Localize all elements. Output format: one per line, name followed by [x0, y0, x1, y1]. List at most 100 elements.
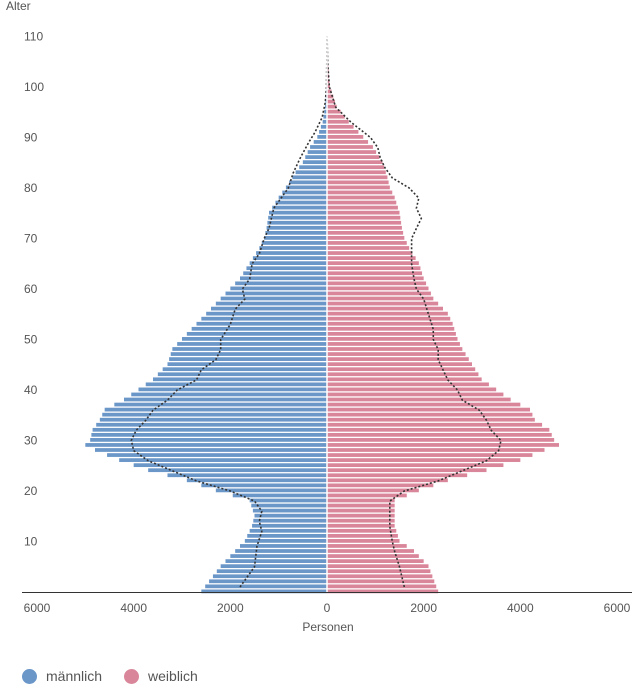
bar-male [268, 215, 327, 220]
bar-male [230, 286, 327, 291]
bar-male [266, 225, 327, 230]
bar-female [327, 200, 397, 205]
bar-male [295, 170, 327, 175]
bar-male [252, 508, 327, 513]
bar-female [327, 236, 405, 240]
bar-male [244, 539, 327, 543]
legend-item-female[interactable]: weiblich [124, 668, 198, 684]
bar-female [327, 498, 395, 503]
y-tick-label: 20 [24, 484, 38, 498]
bar-male [235, 281, 327, 286]
bar-female [327, 589, 439, 594]
bar-male [196, 321, 327, 326]
y-tick-labels: 10 20 30 40 50 60 70 80 90 100 110 [24, 30, 44, 549]
bar-male [282, 190, 327, 195]
bar-male [102, 412, 327, 417]
bar-male [131, 392, 327, 397]
bar-female [327, 448, 545, 452]
bar-male [249, 261, 327, 266]
bar-male [124, 397, 327, 402]
bar-male [319, 129, 327, 134]
bar-female [327, 417, 535, 422]
bar-male [261, 241, 327, 245]
bar-female [327, 337, 458, 341]
legend-label-female: weiblich [148, 668, 198, 684]
outline-male [130, 36, 328, 588]
bar-female [327, 89, 332, 94]
bar-male [186, 331, 327, 336]
bar-female [327, 271, 423, 276]
bar-female [327, 129, 359, 134]
bar-male [240, 276, 327, 281]
male-bars [85, 64, 328, 594]
bar-female [327, 347, 463, 351]
bar-female [327, 533, 398, 538]
bar-female [327, 94, 334, 99]
bar-male [254, 513, 327, 518]
bar-male [272, 205, 327, 210]
bar-female [327, 357, 469, 361]
bar-female [327, 518, 395, 523]
bar-female [327, 427, 550, 432]
population-pyramid-chart: Alter 10 20 30 40 50 60 70 80 90 100 110 6000 4000 2… [6, 0, 632, 634]
bar-female [327, 523, 395, 528]
bar-male [191, 326, 327, 331]
bar-male [220, 564, 327, 569]
bar-male [157, 372, 327, 377]
bar-male [285, 185, 327, 190]
bar-female [327, 569, 431, 574]
bar-female [327, 99, 335, 104]
bar-female [327, 104, 337, 109]
bar-female [327, 559, 424, 563]
bar-female [327, 382, 489, 387]
bar-male [153, 377, 327, 382]
x-tick-label: 6000 [604, 601, 631, 615]
legend-dot-male-icon [22, 668, 37, 684]
bar-female [327, 150, 377, 154]
bar-male [252, 256, 327, 260]
bar-male [95, 448, 327, 452]
legend-item-male[interactable]: männlich [22, 668, 102, 684]
bar-male [313, 140, 327, 144]
bar-male [211, 306, 327, 311]
bar-female [327, 367, 476, 372]
bar-male [230, 554, 327, 558]
bar-female [327, 397, 511, 402]
bar-female [327, 422, 543, 427]
bar-male [278, 195, 327, 200]
bar-female [327, 220, 402, 225]
bar-male [85, 443, 327, 447]
bar-male [269, 210, 327, 215]
bar-male [99, 417, 327, 422]
bar-male [220, 296, 327, 301]
bar-female [327, 230, 404, 235]
bar-male [289, 180, 327, 185]
bar-male [90, 438, 328, 442]
bar-female [327, 402, 521, 407]
bar-male [177, 342, 327, 346]
bar-male [246, 266, 327, 271]
bar-male [145, 382, 327, 387]
bar-male [201, 316, 327, 321]
y-tick-label: 110 [24, 30, 43, 44]
bar-female [327, 453, 533, 457]
bar-male [96, 422, 327, 427]
bar-female [327, 145, 373, 149]
bar-female [327, 296, 434, 301]
y-axis-title: Alter [6, 0, 31, 13]
x-tick-label: 4000 [120, 601, 147, 615]
bar-male [325, 104, 327, 109]
bar-male [292, 175, 327, 180]
bar-male [253, 518, 327, 523]
bar-male [320, 124, 327, 129]
bar-female [327, 160, 383, 165]
y-tick-label: 30 [24, 434, 38, 448]
bar-female [327, 276, 424, 281]
bar-female [327, 114, 345, 119]
bar-female [327, 574, 433, 579]
bar-male [240, 544, 327, 548]
bar-male [305, 155, 327, 159]
bar-female [327, 564, 429, 569]
bar-female [327, 478, 448, 483]
legend: männlich weiblich [22, 668, 220, 684]
